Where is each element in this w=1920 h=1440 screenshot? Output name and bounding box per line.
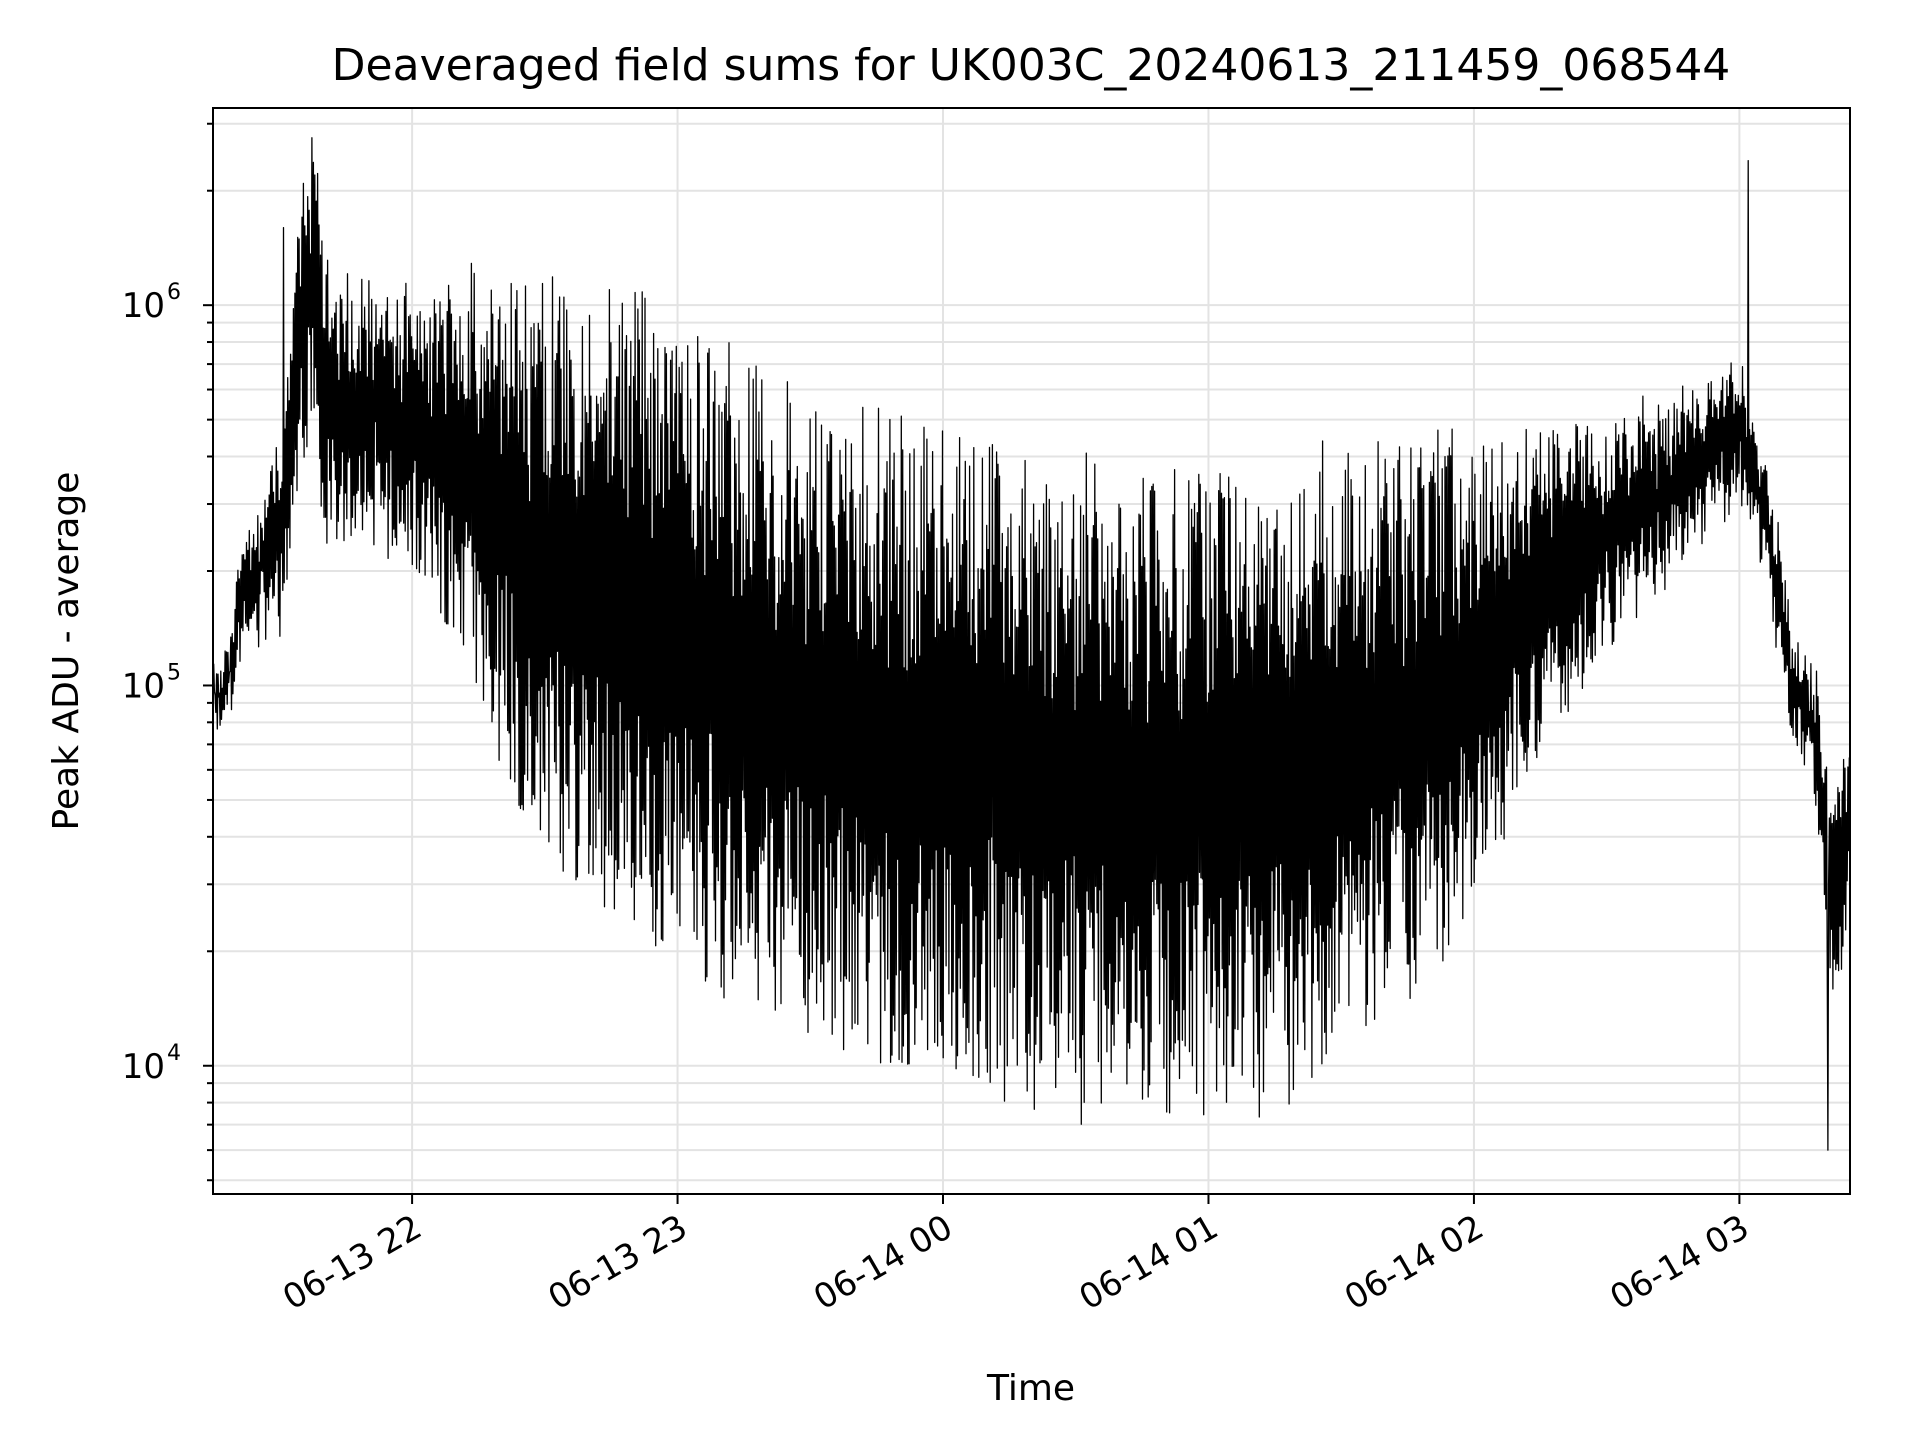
chart-title: Deaveraged field sums for UK003C_2024061… (332, 40, 1731, 91)
series-line (212, 137, 1851, 1151)
x-axis-label: Time (986, 1368, 1075, 1409)
y-tick-label-exponent: 4 (167, 1041, 181, 1066)
series-line-group (212, 137, 1851, 1151)
y-tick-label: 10 (122, 286, 165, 326)
y-tick-label-exponent: 5 (167, 660, 181, 685)
plot-frame (212, 107, 1851, 1195)
y-tick-label: 10 (122, 666, 165, 706)
y-tick-label: 10 (122, 1047, 165, 1087)
y-axis-label: Peak ADU - average (46, 472, 87, 831)
y-tick-label-exponent: 6 (167, 280, 181, 305)
